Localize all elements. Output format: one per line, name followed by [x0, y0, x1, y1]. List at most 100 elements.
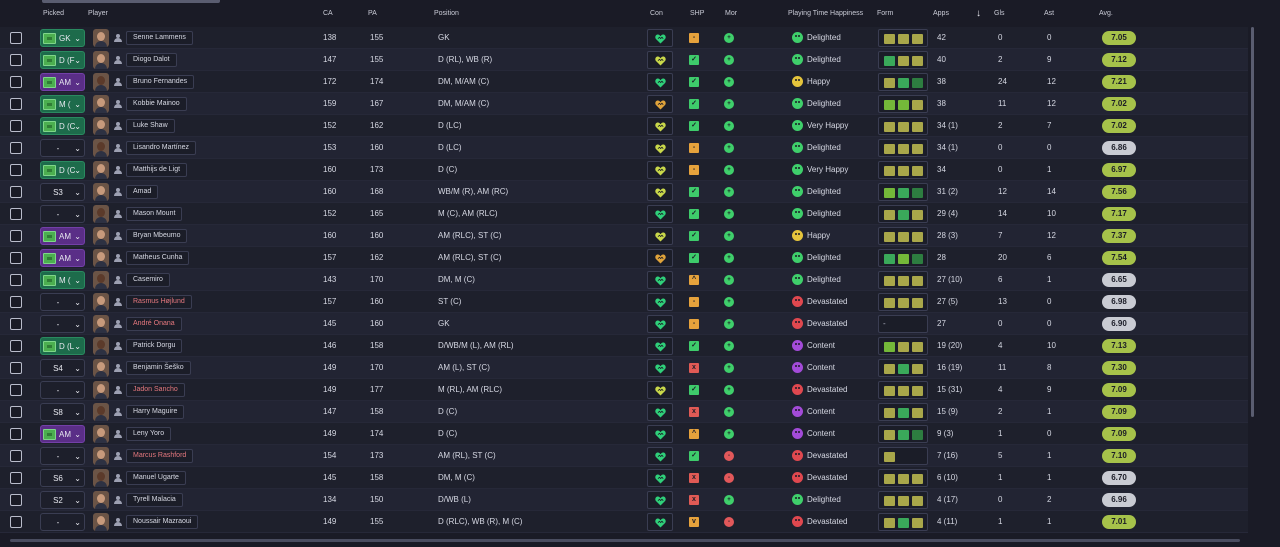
- player-name[interactable]: Bruno Fernandes: [126, 75, 195, 89]
- player-name[interactable]: Noussair Mazraoui: [126, 515, 199, 529]
- avatar[interactable]: [93, 95, 109, 113]
- picked-selector[interactable]: GK ⌄: [40, 29, 85, 47]
- player-name[interactable]: Diogo Dalot: [126, 53, 177, 67]
- table-row[interactable]: D (L ⌄ Patrick Dorgu 146 158 D/WB/M (L), AM (…: [0, 335, 1248, 357]
- picked-selector[interactable]: - ⌄: [40, 205, 85, 223]
- form-indicator[interactable]: [878, 183, 928, 201]
- table-row[interactable]: D (C ⌄ Matthijs de Ligt 160 173 D (C) - + Very H…: [0, 159, 1248, 181]
- form-indicator[interactable]: [878, 29, 928, 47]
- table-row[interactable]: AM ⌄ Matheus Cunha 157 162 AM (RLC), ST (C) ✓ +…: [0, 247, 1248, 269]
- avatar[interactable]: [93, 249, 109, 267]
- picked-selector[interactable]: AM ⌄: [40, 425, 85, 443]
- row-checkbox[interactable]: [10, 98, 22, 110]
- picked-selector[interactable]: M (⌄: [40, 95, 85, 113]
- player-name[interactable]: Matthijs de Ligt: [126, 163, 188, 177]
- avatar[interactable]: [93, 403, 109, 421]
- condition-indicator[interactable]: [647, 425, 673, 443]
- picked-selector[interactable]: S6 ⌄: [40, 469, 85, 487]
- condition-indicator[interactable]: [647, 513, 673, 531]
- table-row[interactable]: M (⌄ Kobbie Mainoo 159 167 DM, M/AM (C) ✓ + Del…: [0, 93, 1248, 115]
- row-checkbox[interactable]: [10, 230, 22, 242]
- table-row[interactable]: - ⌄ Lisandro Martínez 153 160 D (LC) - + Delight…: [0, 137, 1248, 159]
- condition-indicator[interactable]: [647, 73, 673, 91]
- condition-indicator[interactable]: [647, 117, 673, 135]
- avatar[interactable]: [93, 183, 109, 201]
- avatar[interactable]: [93, 447, 109, 465]
- picked-selector[interactable]: S8 ⌄: [40, 403, 85, 421]
- form-indicator[interactable]: [878, 51, 928, 69]
- picked-selector[interactable]: - ⌄: [40, 139, 85, 157]
- table-row[interactable]: S6 ⌄ Manuel Ugarte 145 158 DM, M (C) x - Devasta…: [0, 467, 1248, 489]
- condition-indicator[interactable]: [647, 95, 673, 113]
- col-position[interactable]: Position: [434, 10, 459, 17]
- table-row[interactable]: AM ⌄ Bryan Mbeumo 160 160 AM (RLC), ST (C) ✓ + H…: [0, 225, 1248, 247]
- table-row[interactable]: AM ⌄ Bruno Fernandes 172 174 DM, M/AM (C) ✓ + Ha…: [0, 71, 1248, 93]
- row-checkbox[interactable]: [10, 54, 22, 66]
- condition-indicator[interactable]: [647, 359, 673, 377]
- player-name[interactable]: Manuel Ugarte: [126, 471, 186, 485]
- picked-selector[interactable]: D (C ⌄: [40, 161, 85, 179]
- form-indicator[interactable]: [878, 95, 928, 113]
- col-player[interactable]: Player: [88, 10, 108, 17]
- avatar[interactable]: [93, 513, 109, 531]
- player-name[interactable]: Matheus Cunha: [126, 251, 190, 265]
- col-gls[interactable]: Gls: [994, 10, 1005, 17]
- form-indicator[interactable]: [878, 73, 928, 91]
- row-checkbox[interactable]: [10, 362, 22, 374]
- condition-indicator[interactable]: [647, 227, 673, 245]
- avatar[interactable]: [93, 117, 109, 135]
- avatar[interactable]: [93, 29, 109, 47]
- avatar[interactable]: [93, 359, 109, 377]
- condition-indicator[interactable]: [647, 249, 673, 267]
- col-pth[interactable]: Playing Time Happiness: [788, 10, 864, 17]
- player-name[interactable]: Leny Yoro: [126, 427, 172, 441]
- table-row[interactable]: - ⌄ Mason Mount 152 165 M (C), AM (RLC) ✓ + Deli…: [0, 203, 1248, 225]
- condition-indicator[interactable]: [647, 491, 673, 509]
- condition-indicator[interactable]: [647, 51, 673, 69]
- player-name[interactable]: Marcus Rashford: [126, 449, 194, 463]
- player-name[interactable]: Luke Shaw: [126, 119, 175, 133]
- picked-selector[interactable]: - ⌄: [40, 381, 85, 399]
- col-picked[interactable]: Picked: [43, 10, 65, 17]
- row-checkbox[interactable]: [10, 296, 22, 308]
- row-checkbox[interactable]: [10, 428, 22, 440]
- table-row[interactable]: - ⌄ André Onana 145 160 GK - + Devastated -27 0 0 6.…: [0, 313, 1248, 335]
- col-ca[interactable]: CA: [323, 10, 333, 17]
- col-shp[interactable]: SHP: [690, 10, 705, 17]
- avatar[interactable]: [93, 161, 109, 179]
- form-indicator[interactable]: [878, 513, 928, 531]
- player-name[interactable]: Mason Mount: [126, 207, 183, 221]
- table-row[interactable]: S8 ⌄ Harry Maguire 147 158 D (C) x + Content 15 (…: [0, 401, 1248, 423]
- col-con[interactable]: Con: [650, 10, 663, 17]
- picked-selector[interactable]: - ⌄: [40, 315, 85, 333]
- table-row[interactable]: - ⌄ Marcus Rashford 154 173 AM (RL), ST (C) ✓ -…: [0, 445, 1248, 467]
- table-row[interactable]: - ⌄ Noussair Mazraoui 149 155 D (RLC), WB (R)…: [0, 511, 1248, 533]
- condition-indicator[interactable]: [647, 271, 673, 289]
- horizontal-scrollbar[interactable]: [10, 539, 1240, 542]
- col-form[interactable]: Form: [877, 10, 894, 17]
- table-row[interactable]: - ⌄ Rasmus Højlund 157 160 ST (C) - + Devastated…: [0, 291, 1248, 313]
- avatar[interactable]: [93, 271, 109, 289]
- condition-indicator[interactable]: [647, 469, 673, 487]
- player-name[interactable]: André Onana: [126, 317, 182, 331]
- form-indicator[interactable]: [878, 425, 928, 443]
- avatar[interactable]: [93, 51, 109, 69]
- picked-selector[interactable]: M (⌄: [40, 271, 85, 289]
- row-checkbox[interactable]: [10, 32, 22, 44]
- avatar[interactable]: [93, 293, 109, 311]
- avatar[interactable]: [93, 425, 109, 443]
- table-row[interactable]: AM ⌄ Leny Yoro 149 174 D (C) ^ + Content 9 (3) 1 0 7…: [0, 423, 1248, 445]
- form-indicator[interactable]: [878, 337, 928, 355]
- condition-indicator[interactable]: [647, 315, 673, 333]
- form-indicator[interactable]: [878, 249, 928, 267]
- row-checkbox[interactable]: [10, 472, 22, 484]
- form-indicator[interactable]: [878, 293, 928, 311]
- picked-selector[interactable]: AM ⌄: [40, 227, 85, 245]
- condition-indicator[interactable]: [647, 29, 673, 47]
- picked-selector[interactable]: D (F ⌄: [40, 51, 85, 69]
- form-indicator[interactable]: [878, 117, 928, 135]
- player-name[interactable]: Rasmus Højlund: [126, 295, 192, 309]
- col-avg[interactable]: Avg.: [1099, 10, 1113, 17]
- player-name[interactable]: Kobbie Mainoo: [126, 97, 187, 111]
- table-row[interactable]: D (C ⌄ Luke Shaw 152 162 D (LC) ✓ + Very Happy 34…: [0, 115, 1248, 137]
